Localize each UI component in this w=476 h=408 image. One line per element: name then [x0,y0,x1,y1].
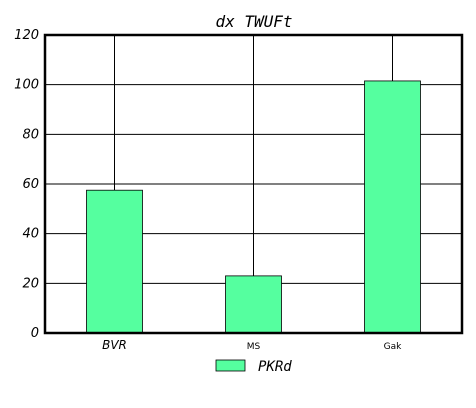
legend-label: PKRd [258,359,292,375]
x-tick-label-ms: MS [247,342,261,352]
y-axis-ticks: 0 20 40 60 80 100 120 [14,28,39,341]
y-tick-label: 80 [22,127,39,142]
legend-swatch [215,359,246,372]
legend: PKRd [215,359,292,375]
y-tick-label: 40 [22,227,39,242]
x-axis-ticks: BVR MS Gak [102,338,402,352]
bar-ms [225,275,282,334]
bar-bvr [86,189,143,334]
y-tick-label: 60 [22,177,39,192]
chart-title: dx TWUFt [215,12,292,31]
x-tick-label-gak: Gak [384,342,402,352]
y-tick-label: 0 [31,326,39,341]
y-tick-label: 100 [14,78,39,93]
y-tick-label: 120 [14,28,39,43]
y-tick-label: 20 [22,276,39,291]
x-tick-label-bvr: BVR [102,338,127,352]
plot-frame [43,33,464,335]
bar-gak [364,80,421,334]
